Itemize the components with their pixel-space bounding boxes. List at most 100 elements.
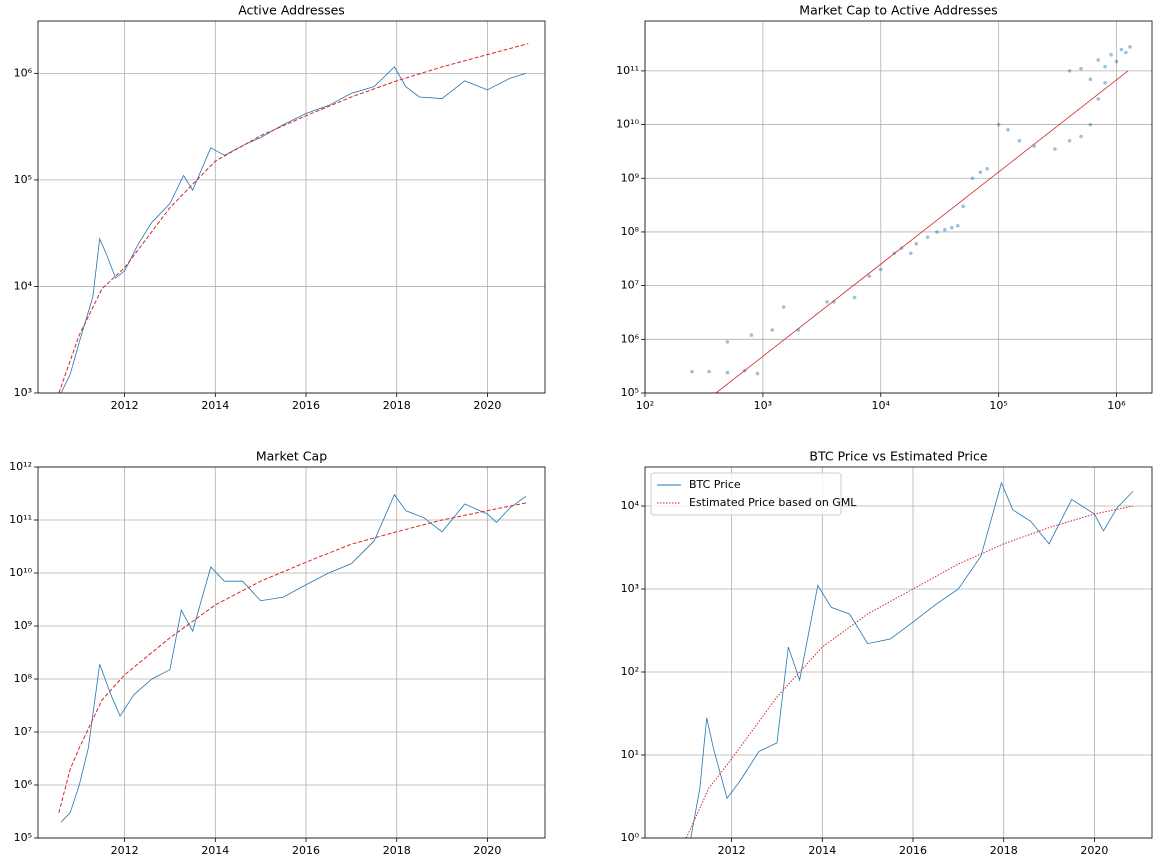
plot-area [58,43,529,393]
point [909,251,913,256]
point [1067,138,1072,143]
y-tick-label: 10⁴ [621,499,640,512]
series-line [685,505,1134,838]
point [1079,134,1083,139]
plot-area [58,493,527,823]
point [1103,64,1107,69]
x-tick-label: 2018 [990,844,1018,857]
series-line [715,70,1129,393]
point [825,299,829,304]
x-tick-label: 10⁶ [1107,399,1126,412]
point [878,267,883,272]
y-tick-label: 10⁰ [621,831,640,844]
axes-frame [37,466,546,839]
point [1079,66,1083,71]
y-tick-label: 10⁸ [14,672,33,685]
series-line [60,66,527,393]
subplot: Active Addresses 2012 2014 2016 2018 2020 10³ 1… [14,3,546,412]
point [867,274,872,278]
chart-title: Market Cap to Active Addresses [799,3,997,18]
point [925,235,930,239]
x-tick-label: 2016 [899,844,927,857]
point [1096,97,1101,101]
x-tick-label: 2018 [383,844,411,857]
point [770,328,775,332]
point [1067,69,1072,73]
y-tick-label: 10⁴ [14,279,33,292]
x-tick-label: 2016 [292,399,320,412]
chart-title: BTC Price vs Estimated Price [809,449,987,464]
point [725,339,730,344]
point [961,204,965,209]
point [955,224,960,228]
point [943,227,947,232]
point [1124,50,1128,55]
point [1128,45,1132,49]
chart-title: Market Cap [256,449,327,464]
point [935,230,939,234]
y-tick-label: 10¹⁰ [616,118,639,131]
x-tick-label: 2014 [201,844,229,857]
point [914,242,919,246]
point [1006,127,1010,132]
x-tick-label: 10³ [754,399,772,412]
x-tick-label: 2020 [473,844,501,857]
point [949,225,954,230]
point [852,295,857,300]
legend-label: Estimated Price based on GML [689,496,857,509]
point [996,122,1001,127]
x-tick-label: 2014 [201,399,229,412]
legend-label: BTC Price [689,478,741,491]
y-tick-label: 10¹⁰ [9,566,32,579]
point [970,176,975,181]
x-tick-label: 2018 [383,399,411,412]
legend-box [650,472,842,516]
point [985,167,990,171]
chart-title: Active Addresses [238,3,345,18]
point [690,369,694,374]
axes-frame [644,466,1153,839]
x-tick-label: 2012 [111,399,139,412]
y-tick-label: 10⁶ [621,332,640,345]
axes-frame [37,20,546,394]
point [707,369,711,374]
x-tick-label: 10⁵ [989,399,1007,412]
series-line [60,493,527,823]
subplot: Market Cap 2012 2014 2016 2018 2020 10⁵ 10⁶ 10⁷ 1… [9,449,546,857]
series-line [58,43,529,393]
y-tick-label: 10⁶ [14,66,33,79]
point [1088,77,1093,82]
y-tick-label: 10⁸ [621,225,640,238]
y-tick-label: 10⁹ [621,171,639,184]
point [1053,147,1057,151]
plot-area [690,45,1132,393]
point [749,333,754,337]
y-tick-label: 10⁵ [621,386,639,399]
series-line [690,481,1134,838]
series-line [58,502,527,813]
x-tick-label: 10⁴ [872,399,891,412]
x-tick-label: 2012 [718,844,746,857]
x-tick-label: 2016 [292,844,320,857]
x-tick-label: 2014 [808,844,836,857]
point [1088,122,1093,127]
point [1109,52,1113,57]
point [755,371,760,376]
x-tick-label: 2012 [111,844,139,857]
y-tick-label: 10³ [14,386,32,399]
point [725,370,730,375]
point [1119,47,1124,52]
x-tick-label: 2020 [1080,844,1108,857]
point [781,305,786,309]
y-tick-label: 10⁵ [14,831,32,844]
point [1096,58,1101,62]
y-tick-label: 10¹² [9,460,32,473]
y-tick-label: 10¹ [621,748,639,761]
y-tick-label: 10² [621,665,639,678]
y-tick-label: 10⁷ [14,725,32,738]
y-tick-label: 10⁹ [14,619,32,632]
y-tick-label: 10⁷ [621,279,639,292]
point [978,170,983,174]
point [1114,59,1119,64]
